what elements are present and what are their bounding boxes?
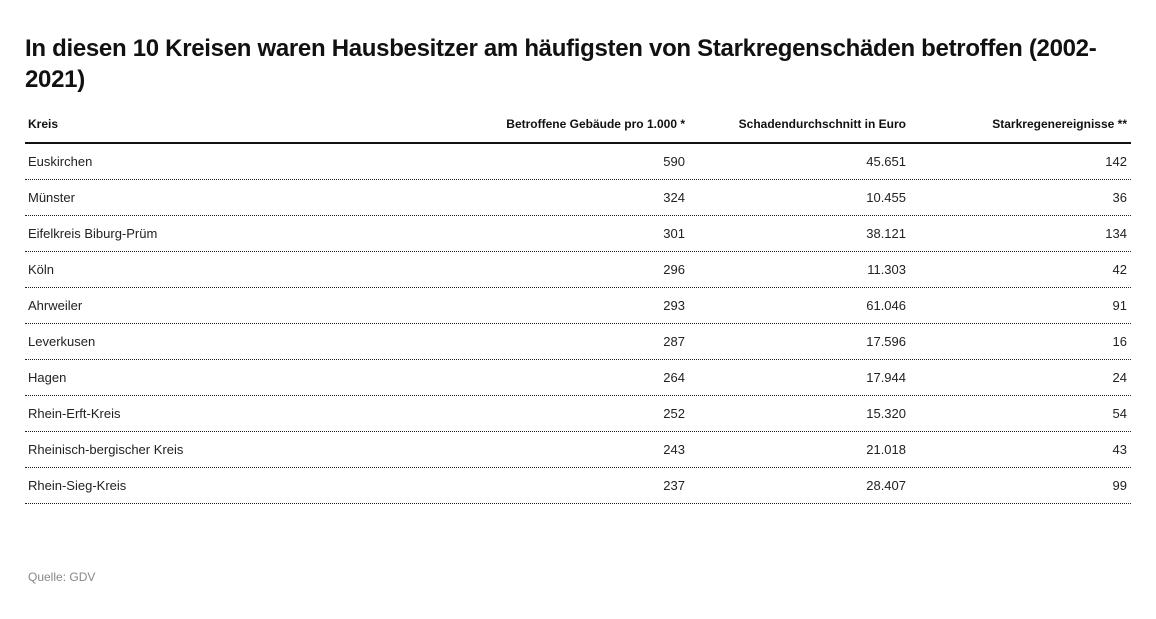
- kreis-cell: Köln: [28, 262, 55, 277]
- schadendurchschnitt-cell: 28.407: [866, 478, 906, 493]
- data-table: Kreis Betroffene Gebäude pro 1.000 * Sch…: [25, 106, 1131, 504]
- schadendurchschnitt-cell: 17.944: [866, 370, 906, 385]
- table-row: Rhein-Sieg-Kreis 237 28.407 99: [25, 468, 1131, 504]
- table-row: Ahrweiler 293 61.046 91: [25, 288, 1131, 324]
- schadendurchschnitt-cell: 45.651: [866, 154, 906, 169]
- betroffene-gebaeude-cell: 590: [663, 154, 685, 169]
- starkregenereignisse-cell: 134: [1105, 226, 1127, 241]
- betroffene-gebaeude-cell: 324: [663, 190, 685, 205]
- column-header-kreis: Kreis: [28, 117, 59, 131]
- schadendurchschnitt-cell: 11.303: [867, 262, 906, 277]
- column-header-schadendurchschnitt: Schadendurchschnitt in Euro: [738, 117, 906, 131]
- kreis-cell: Ahrweiler: [28, 298, 83, 313]
- betroffene-gebaeude-cell: 287: [663, 334, 685, 349]
- table-header-row: Kreis Betroffene Gebäude pro 1.000 * Sch…: [25, 106, 1131, 144]
- table-row: Rhein-Erft-Kreis 252 15.320 54: [25, 396, 1131, 432]
- kreis-cell: Eifelkreis Biburg-Prüm: [28, 226, 158, 241]
- starkregenereignisse-cell: 24: [1112, 370, 1127, 385]
- starkregenereignisse-cell: 42: [1112, 262, 1127, 277]
- kreis-cell: Rhein-Erft-Kreis: [28, 406, 121, 421]
- kreis-cell: Leverkusen: [28, 334, 96, 349]
- starkregenereignisse-cell: 142: [1105, 154, 1127, 169]
- starkregenereignisse-cell: 99: [1112, 478, 1127, 493]
- column-header-betroffene-gebaeude: Betroffene Gebäude pro 1.000 *: [506, 117, 685, 131]
- starkregenereignisse-cell: 91: [1112, 298, 1127, 313]
- column-header-starkregenereignisse: Starkregenereignisse **: [992, 117, 1127, 131]
- chart-title: In diesen 10 Kreisen waren Hausbesitzer …: [25, 35, 1097, 93]
- table-row: Euskirchen 590 45.651 142: [25, 144, 1131, 180]
- kreis-cell: Münster: [28, 190, 75, 205]
- starkregenereignisse-cell: 16: [1112, 334, 1127, 349]
- schadendurchschnitt-cell: 17.596: [866, 334, 906, 349]
- table-row: Rheinisch-bergischer Kreis 243 21.018 43: [25, 432, 1131, 468]
- starkregenereignisse-cell: 54: [1112, 406, 1127, 421]
- table-row: Köln 296 11.303 42: [25, 252, 1131, 288]
- betroffene-gebaeude-cell: 264: [663, 370, 685, 385]
- schadendurchschnitt-cell: 61.046: [866, 298, 906, 313]
- starkregenereignisse-cell: 43: [1112, 442, 1127, 457]
- table-row: Hagen 264 17.944 24: [25, 360, 1131, 396]
- betroffene-gebaeude-cell: 296: [663, 262, 685, 277]
- kreis-cell: Rheinisch-bergischer Kreis: [28, 442, 184, 457]
- schadendurchschnitt-cell: 38.121: [866, 226, 906, 241]
- table-row: Münster 324 10.455 36: [25, 180, 1131, 216]
- betroffene-gebaeude-cell: 243: [663, 442, 685, 457]
- schadendurchschnitt-cell: 10.455: [866, 190, 906, 205]
- schadendurchschnitt-cell: 21.018: [866, 442, 906, 457]
- table-body: Euskirchen 590 45.651 142 Münster 324 10.455 36…: [25, 144, 1131, 504]
- source-note: Quelle: GDV: [28, 570, 96, 584]
- schadendurchschnitt-cell: 15.320: [866, 406, 906, 421]
- table-row: Leverkusen 287 17.596 16: [25, 324, 1131, 360]
- table-row: Eifelkreis Biburg-Prüm 301 38.121 134: [25, 216, 1131, 252]
- betroffene-gebaeude-cell: 252: [663, 406, 685, 421]
- kreis-cell: Rhein-Sieg-Kreis: [28, 478, 127, 493]
- betroffene-gebaeude-cell: 293: [663, 298, 685, 313]
- betroffene-gebaeude-cell: 301: [663, 226, 685, 241]
- starkregenereignisse-cell: 36: [1112, 190, 1127, 205]
- kreis-cell: Hagen: [28, 370, 67, 385]
- kreis-cell: Euskirchen: [28, 154, 93, 169]
- betroffene-gebaeude-cell: 237: [663, 478, 685, 493]
